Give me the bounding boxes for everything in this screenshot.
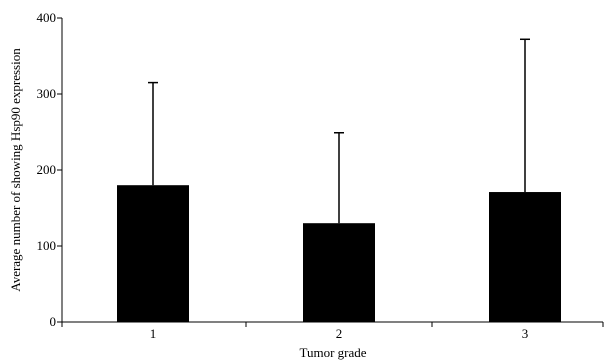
x-axis-title: Tumor grade xyxy=(299,345,366,360)
y-tick-label: 300 xyxy=(37,86,57,101)
plot-area xyxy=(117,39,561,322)
x-tick-label: 3 xyxy=(522,326,529,341)
y-tick-label: 0 xyxy=(50,314,57,329)
y-tick-label: 100 xyxy=(37,238,57,253)
y-axis-title: Average number of showing Hsp90 expressi… xyxy=(8,48,23,292)
x-tick-label: 2 xyxy=(336,326,343,341)
y-axis-ticks: 0 100 200 300 400 xyxy=(37,10,63,329)
bar xyxy=(489,192,561,322)
x-axis-ticks: 1 2 3 xyxy=(62,322,603,341)
bar xyxy=(303,223,375,322)
x-tick-label: 1 xyxy=(150,326,157,341)
bar xyxy=(117,185,189,322)
y-tick-label: 200 xyxy=(37,162,57,177)
y-tick-label: 400 xyxy=(37,10,57,25)
